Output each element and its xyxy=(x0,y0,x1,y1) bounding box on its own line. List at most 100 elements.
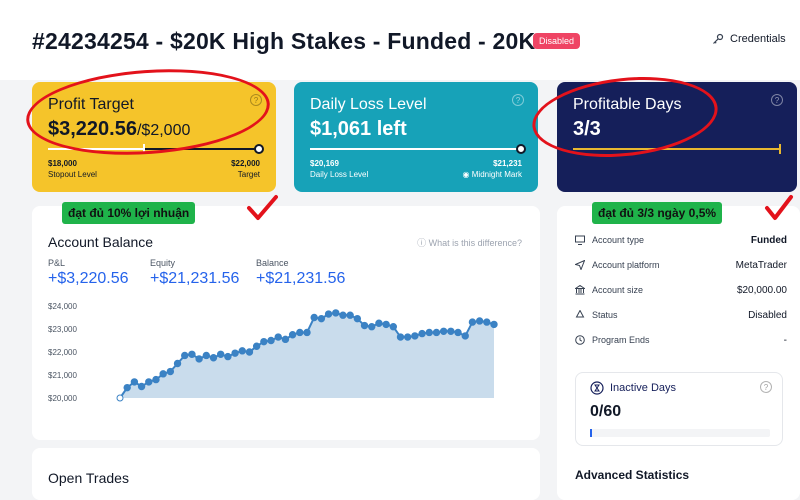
balance-point[interactable] xyxy=(173,359,182,368)
profit-target-value: $3,220.56/$2,000 xyxy=(48,118,190,141)
daily-loss-card: Daily Loss Level ? $1,061 left $20,169 D… xyxy=(294,82,538,192)
balance-point[interactable] xyxy=(475,317,484,325)
balance-point[interactable] xyxy=(188,350,196,359)
balance-point[interactable] xyxy=(483,318,491,326)
balance-point[interactable] xyxy=(332,309,340,317)
balance-point[interactable] xyxy=(418,329,426,338)
balance-point[interactable] xyxy=(123,383,131,392)
balance-point[interactable] xyxy=(317,314,326,323)
balance-point[interactable] xyxy=(447,327,455,336)
info-value: Disabled xyxy=(748,309,787,321)
info-value: Funded xyxy=(750,234,787,246)
balance-point[interactable] xyxy=(296,328,304,337)
inactive-days-box: Inactive Days ? 0/60 xyxy=(575,372,783,446)
balance-point[interactable] xyxy=(375,319,383,327)
balance-point[interactable] xyxy=(303,328,311,337)
help-icon[interactable]: ? xyxy=(250,94,262,106)
balance-point[interactable] xyxy=(468,318,477,326)
balance-point[interactable] xyxy=(454,328,462,337)
balance-point[interactable] xyxy=(411,332,419,340)
balance-point[interactable] xyxy=(195,355,203,363)
balance-point[interactable] xyxy=(209,354,218,362)
help-icon[interactable]: ? xyxy=(512,94,524,106)
recycle-icon xyxy=(575,310,585,318)
daily-loss-label: Daily Loss Level xyxy=(310,96,427,113)
profit-progress-marker xyxy=(143,144,146,154)
balance-point[interactable] xyxy=(382,320,390,329)
page-header: #24234254 - $20K High Stakes - Funded - … xyxy=(0,0,800,80)
balance-point[interactable] xyxy=(145,378,153,386)
balance-point[interactable] xyxy=(159,370,167,378)
y-tick-label: $23,000 xyxy=(48,325,77,334)
check-icon xyxy=(247,195,278,220)
target-value: $22,000 xyxy=(231,159,260,168)
monitor-icon xyxy=(575,235,585,245)
balance-point[interactable] xyxy=(130,378,139,386)
balance-area xyxy=(120,312,494,398)
balance-point[interactable] xyxy=(238,347,246,355)
balance-point[interactable] xyxy=(439,327,448,336)
balance-point[interactable] xyxy=(152,375,160,384)
profit-value: $3,220.56 xyxy=(48,118,137,140)
stopout-scale: $18,000 Stopout Level xyxy=(48,158,97,180)
profit-progress-knob xyxy=(254,144,264,154)
info-value: - xyxy=(783,334,787,346)
stat-value: +$21,231.56 xyxy=(150,270,240,287)
balance-point[interactable] xyxy=(346,311,354,319)
info-label: Status xyxy=(592,310,618,320)
balance-chart: $24,000 $23,000 $22,000 $21,000 $20,000 xyxy=(48,302,498,403)
balance-point[interactable] xyxy=(202,351,211,360)
balance-point[interactable] xyxy=(339,311,347,319)
target-label: Target xyxy=(237,170,260,179)
balance-point[interactable] xyxy=(353,314,362,323)
balance-point[interactable] xyxy=(281,335,290,344)
profitable-days-card: Profitable Days ? 3/3 xyxy=(557,82,797,192)
account-type-row: Account type Funded xyxy=(575,231,787,249)
balance-point[interactable] xyxy=(224,352,232,361)
inactive-days-track xyxy=(590,429,770,437)
balance-point[interactable] xyxy=(116,394,124,402)
balance-point[interactable] xyxy=(288,331,297,339)
balance-point[interactable] xyxy=(274,333,282,341)
balance-point[interactable] xyxy=(231,349,239,357)
daily-loss-value: $1,061 left xyxy=(310,118,407,140)
balance-point[interactable] xyxy=(490,320,498,329)
profitable-days-end-marker xyxy=(779,144,781,154)
midnight-scale: $21,231 ◉ Midnight Mark xyxy=(463,158,522,180)
balance-point[interactable] xyxy=(310,313,318,322)
difference-link[interactable]: ⓘ What is this difference? xyxy=(417,238,522,248)
balance-point[interactable] xyxy=(324,310,333,318)
help-icon[interactable]: ? xyxy=(771,94,783,106)
daily-loss-knob xyxy=(516,144,526,154)
stat-value: +$3,220.56 xyxy=(48,270,129,287)
credentials-button[interactable]: Credentials xyxy=(712,26,796,52)
account-balance-panel: Account Balance ⓘ What is this differenc… xyxy=(32,206,540,440)
balance-point[interactable] xyxy=(166,367,175,376)
midnight-label: ◉ Midnight Mark xyxy=(462,170,522,179)
balance-point[interactable] xyxy=(368,323,376,331)
balance-point[interactable] xyxy=(360,321,369,330)
daily-loss-track xyxy=(310,144,526,154)
balance-point[interactable] xyxy=(403,333,412,341)
balance-point[interactable] xyxy=(425,328,433,337)
balance-point[interactable] xyxy=(432,328,441,337)
status-badge: Disabled xyxy=(533,33,581,49)
balance-point[interactable] xyxy=(396,333,405,341)
annotation-profit: đạt đủ 10% lợi nhuận xyxy=(62,202,196,224)
balance-point[interactable] xyxy=(260,337,268,346)
info-value: MetaTrader xyxy=(735,259,787,271)
balance-point[interactable] xyxy=(216,350,225,359)
balance-point[interactable] xyxy=(181,351,189,360)
key-icon xyxy=(713,33,724,44)
daily-loss-level-label: Daily Loss Level xyxy=(310,170,369,179)
bank-icon xyxy=(575,285,585,295)
eye-icon: ◉ xyxy=(462,170,472,179)
inactive-days-fill xyxy=(590,429,592,437)
balance-point[interactable] xyxy=(252,342,261,350)
balance-point[interactable] xyxy=(461,332,469,340)
balance-point[interactable] xyxy=(267,336,275,345)
balance-point[interactable] xyxy=(137,382,146,391)
help-icon[interactable]: ? xyxy=(760,381,772,393)
balance-point[interactable] xyxy=(389,323,398,331)
balance-point[interactable] xyxy=(245,348,254,356)
